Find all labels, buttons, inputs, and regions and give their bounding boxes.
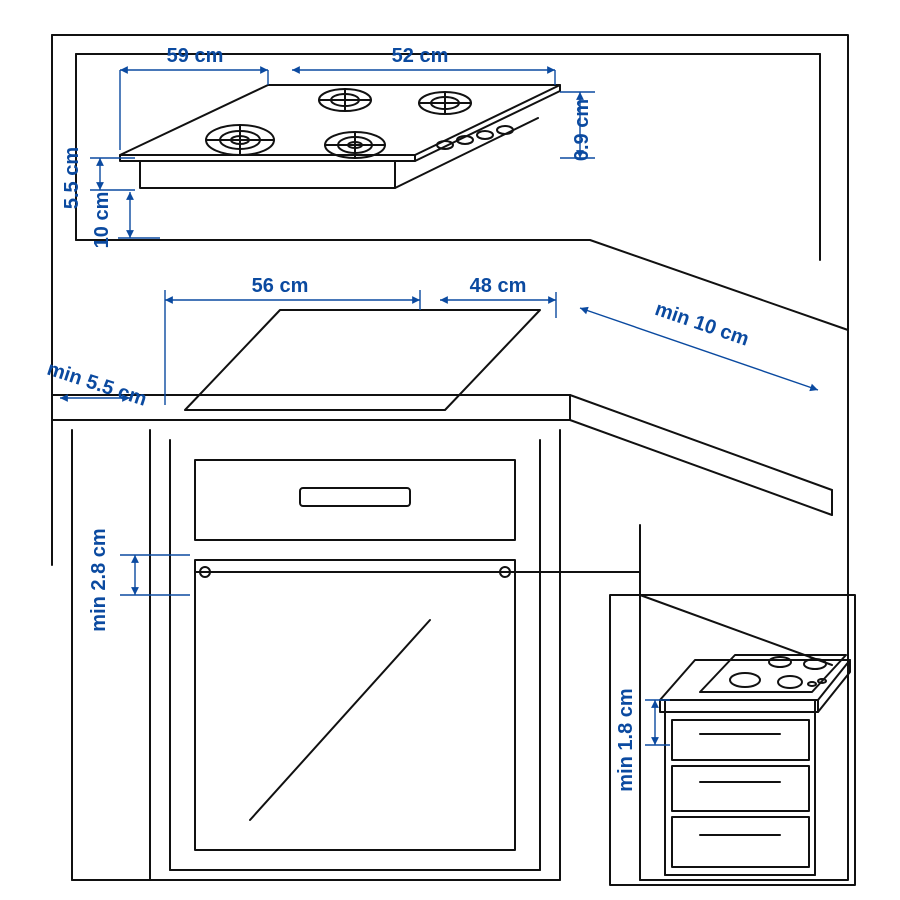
dimensions: 59 cm 52 cm 0.9 cm 5.5 cm 10 cm 56 cm 48… bbox=[44, 45, 818, 792]
dim-hob-rim: 0.9 cm bbox=[571, 99, 593, 161]
inset-diagram bbox=[610, 595, 855, 885]
dim-cutout-depth: 48 cm bbox=[470, 275, 527, 297]
dim-hob-clearance: 10 cm bbox=[91, 192, 113, 249]
installation-diagram: 59 cm 52 cm 0.9 cm 5.5 cm 10 cm 56 cm 48… bbox=[0, 0, 900, 900]
dim-hob-drop: 5.5 cm bbox=[61, 147, 83, 209]
dim-counter-right-gap: min 10 cm bbox=[652, 298, 752, 351]
dim-cutout-width: 56 cm bbox=[252, 275, 309, 297]
dim-counter-front-gap: min 5.5 cm bbox=[44, 358, 149, 411]
dim-inset-gap: min 1.8 cm bbox=[615, 688, 637, 791]
dim-oven-gap: min 2.8 cm bbox=[88, 528, 110, 631]
dim-hob-width: 59 cm bbox=[167, 45, 224, 67]
hob bbox=[120, 85, 560, 188]
dim-hob-depth: 52 cm bbox=[392, 45, 449, 67]
